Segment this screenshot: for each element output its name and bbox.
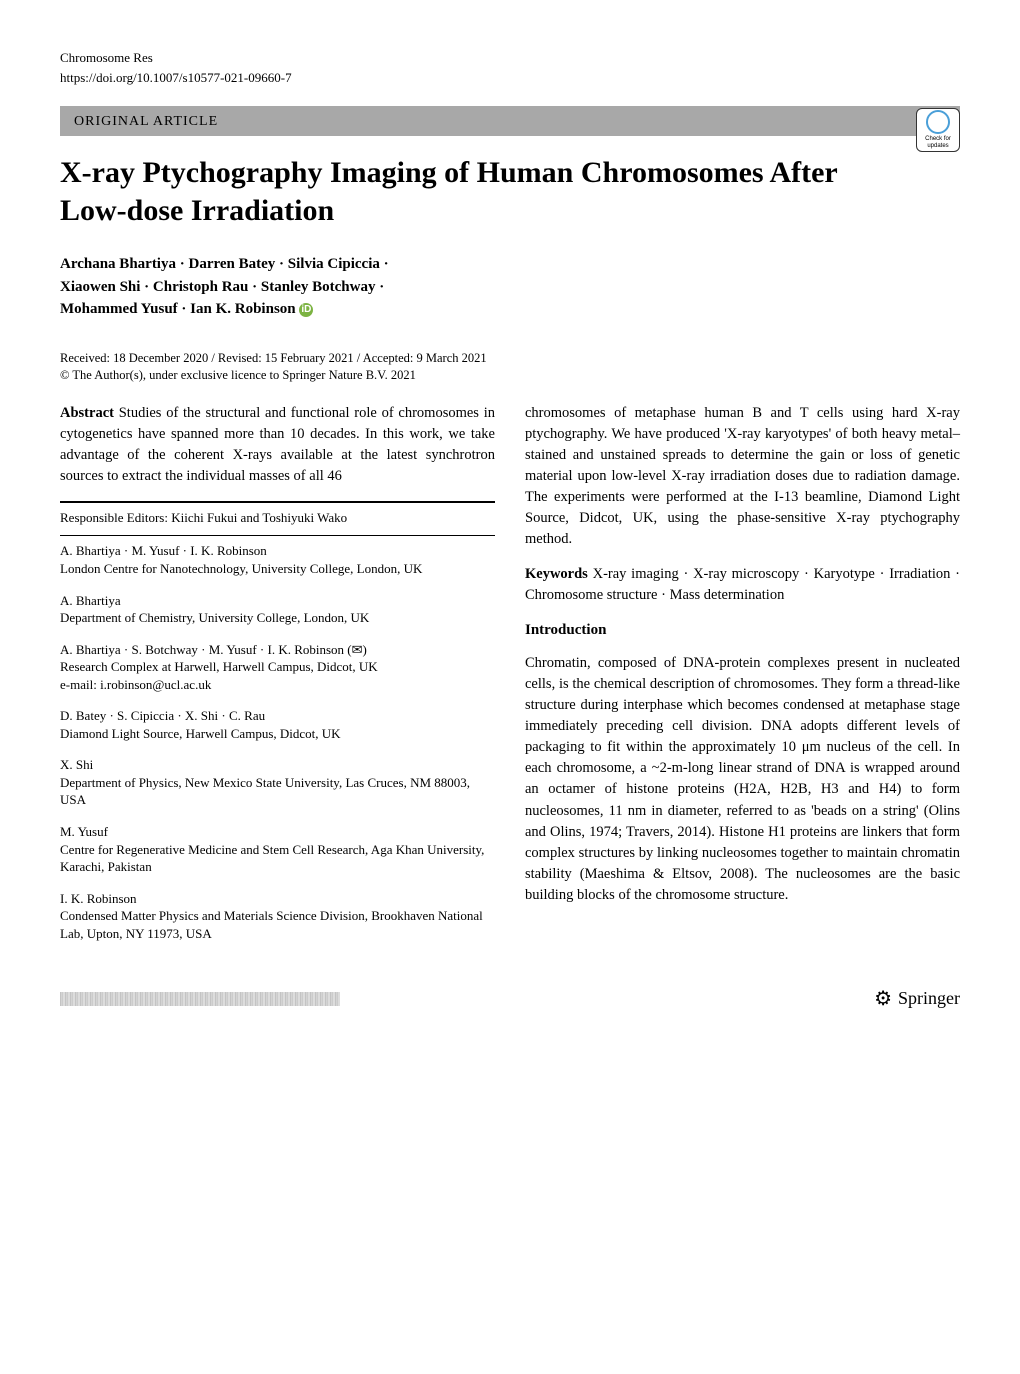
affiliation-text: Department of Physics, New Mexico State … (60, 774, 495, 809)
article-title: X-ray Ptychography Imaging of Human Chro… (60, 154, 900, 229)
article-dates: Received: 18 December 2020 / Revised: 15… (60, 351, 960, 366)
check-updates-text: Check for updates (917, 136, 959, 149)
affiliation-authors: D. Batey · S. Cipiccia · X. Shi · C. Rau (60, 707, 495, 725)
copyright-line: © The Author(s), under exclusive licence… (60, 368, 960, 383)
affiliation-email[interactable]: e-mail: i.robinson@ucl.ac.uk (60, 676, 495, 694)
page-footer: ⚙ Springer (60, 986, 960, 1011)
keywords-paragraph: Keywords X-ray imaging · X-ray microscop… (525, 564, 960, 606)
journal-header: Chromosome Res https://doi.org/10.1007/s… (60, 50, 960, 86)
affiliation-authors: A. Bhartiya · M. Yusuf · I. K. Robinson (60, 542, 495, 560)
authors-list: Archana Bhartiya · Darren Batey · Silvia… (60, 253, 960, 321)
article-type-label: ORIGINAL ARTICLE (74, 114, 218, 129)
affiliation-block: D. Batey · S. Cipiccia · X. Shi · C. Rau… (60, 707, 495, 742)
abstract-label: Abstract (60, 405, 114, 421)
publisher-name: Springer (898, 988, 960, 1009)
main-content: Abstract Studies of the structural and f… (60, 403, 960, 957)
authors-line-1: Archana Bhartiya · Darren Batey · Silvia… (60, 253, 960, 276)
introduction-text: Chromatin, composed of DNA-protein compl… (525, 653, 960, 905)
affiliation-text: Department of Chemistry, University Coll… (60, 609, 495, 627)
affiliation-block: A. Bhartiya · M. Yusuf · I. K. Robinson … (60, 542, 495, 577)
check-updates-badge[interactable]: Check for updates (916, 108, 960, 152)
affiliation-authors: I. K. Robinson (60, 890, 495, 908)
abstract-right-text: chromosomes of metaphase human B and T c… (525, 403, 960, 550)
divider (60, 501, 495, 503)
affiliation-text: Condensed Matter Physics and Materials S… (60, 907, 495, 942)
affiliation-block: A. Bhartiya Department of Chemistry, Uni… (60, 592, 495, 627)
responsible-editors: Responsible Editors: Kiichi Fukui and To… (60, 509, 495, 528)
abstract-left-text: Studies of the structural and functional… (60, 405, 495, 484)
springer-icon: ⚙ (874, 986, 892, 1011)
orcid-icon[interactable]: iD (299, 303, 313, 317)
affiliation-block: A. Bhartiya · S. Botchway · M. Yusuf · I… (60, 641, 495, 694)
left-column: Abstract Studies of the structural and f… (60, 403, 495, 957)
affiliation-authors: A. Bhartiya (60, 592, 495, 610)
affiliation-text: Centre for Regenerative Medicine and Ste… (60, 841, 495, 876)
affiliation-block: X. Shi Department of Physics, New Mexico… (60, 756, 495, 809)
keywords-label: Keywords (525, 566, 588, 582)
affiliation-block: M. Yusuf Centre for Regenerative Medicin… (60, 823, 495, 876)
right-column: chromosomes of metaphase human B and T c… (525, 403, 960, 957)
title-block: ORIGINAL ARTICLE Check for updates X-ray… (60, 106, 960, 229)
affiliation-block: I. K. Robinson Condensed Matter Physics … (60, 890, 495, 943)
divider (60, 535, 495, 536)
affiliation-text: London Centre for Nanotechnology, Univer… (60, 560, 495, 578)
authors-line-3: Mohammed Yusuf · Ian K. Robinson iD (60, 298, 960, 321)
footer-decoration (60, 992, 340, 1006)
affiliation-authors: M. Yusuf (60, 823, 495, 841)
authors-line-2: Xiaowen Shi · Christoph Rau · Stanley Bo… (60, 276, 960, 299)
affiliation-authors: A. Bhartiya · S. Botchway · M. Yusuf · I… (60, 641, 495, 659)
check-updates-icon (926, 110, 950, 134)
article-type-bar: ORIGINAL ARTICLE (60, 106, 960, 136)
affiliation-authors: X. Shi (60, 756, 495, 774)
affiliation-text: Research Complex at Harwell, Harwell Cam… (60, 658, 495, 676)
keywords-text: X-ray imaging · X-ray microscopy · Karyo… (525, 566, 960, 603)
publisher-logo: ⚙ Springer (874, 986, 960, 1011)
introduction-heading: Introduction (525, 620, 960, 642)
journal-name: Chromosome Res (60, 50, 960, 66)
doi-link[interactable]: https://doi.org/10.1007/s10577-021-09660… (60, 70, 960, 86)
abstract-paragraph: Abstract Studies of the structural and f… (60, 403, 495, 487)
affiliation-text: Diamond Light Source, Harwell Campus, Di… (60, 725, 495, 743)
